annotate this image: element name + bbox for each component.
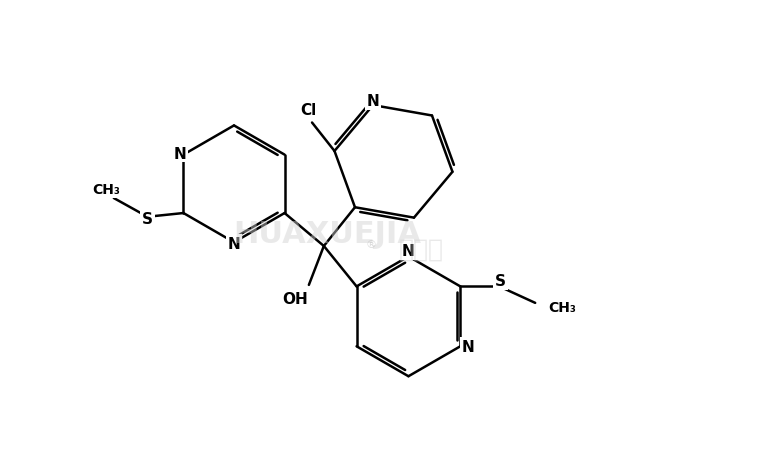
Text: CH₃: CH₃ bbox=[93, 183, 120, 197]
Text: HUAXUEJIA: HUAXUEJIA bbox=[233, 220, 422, 249]
Text: S: S bbox=[496, 273, 506, 288]
Text: CH₃: CH₃ bbox=[549, 300, 577, 314]
Text: N: N bbox=[228, 237, 240, 252]
Text: N: N bbox=[461, 339, 474, 354]
Text: N: N bbox=[402, 244, 415, 258]
Text: OH: OH bbox=[283, 291, 309, 306]
Text: N: N bbox=[173, 146, 186, 161]
Text: Cl: Cl bbox=[300, 102, 316, 117]
Text: ®: ® bbox=[366, 239, 376, 249]
Text: 化学加: 化学加 bbox=[399, 237, 444, 262]
Text: S: S bbox=[142, 211, 153, 226]
Text: N: N bbox=[366, 94, 379, 109]
